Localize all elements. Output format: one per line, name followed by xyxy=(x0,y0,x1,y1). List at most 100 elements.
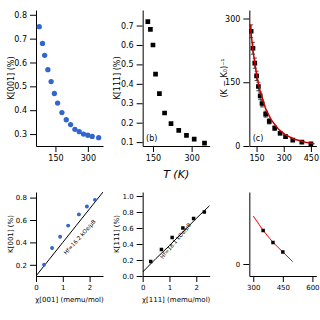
point xyxy=(176,128,181,133)
tick: 300 xyxy=(225,15,249,24)
tick-mark xyxy=(137,142,143,143)
tick-mark xyxy=(30,198,36,199)
point xyxy=(184,133,189,138)
line xyxy=(253,216,292,262)
point xyxy=(96,135,101,140)
tick-mark xyxy=(243,19,249,20)
point xyxy=(50,246,54,250)
tick-label: 450 xyxy=(277,284,290,292)
x-axis: 150 300 xyxy=(37,146,104,163)
line xyxy=(250,25,314,144)
point xyxy=(58,235,62,239)
tick: 150 xyxy=(48,146,63,163)
tick: 150 xyxy=(249,146,264,163)
point xyxy=(202,141,207,146)
point xyxy=(55,100,60,105)
tick-mark xyxy=(137,45,143,46)
point xyxy=(162,111,167,116)
tick-mark xyxy=(30,220,36,221)
tick: 1 xyxy=(168,276,172,292)
y-axis-title: K[001] (%) xyxy=(7,215,15,253)
tick-label: 300 xyxy=(225,15,240,24)
annotation: (b) xyxy=(146,134,157,143)
tick-mark xyxy=(137,64,143,65)
tick-mark xyxy=(311,146,312,152)
point xyxy=(45,67,50,72)
tick: 0.1 xyxy=(121,138,143,147)
tick-mark xyxy=(30,86,36,87)
tick-label: 300 xyxy=(81,154,96,163)
tick-mark xyxy=(257,146,258,152)
tick-mark xyxy=(137,228,143,229)
tick: 0.4 xyxy=(123,241,143,249)
plot-area xyxy=(253,216,292,262)
tick: 0.3 xyxy=(121,99,143,108)
x-axis-title: χ[111] (memu/mol) xyxy=(142,296,211,304)
tick: 0.2 xyxy=(16,262,36,270)
x-axis-title: T (K) xyxy=(163,168,189,181)
tick: 2 xyxy=(195,276,199,292)
panel: 0120.20.40.60.8χ[001] (memu/mol)K[001] (… xyxy=(7,192,104,304)
tick-label: 2 xyxy=(88,284,92,292)
tick-mark xyxy=(137,26,143,27)
panel: 0120.00.20.40.60.81.0χ[111] (memu/mol)K[… xyxy=(113,193,210,305)
point xyxy=(59,110,64,115)
point xyxy=(149,260,152,263)
x-axis: 012 xyxy=(34,276,103,292)
tick-mark xyxy=(90,276,91,282)
tick-label: 0.8 xyxy=(14,11,27,20)
tick-label: 150 xyxy=(146,154,161,163)
axis-line xyxy=(143,193,144,277)
axis-line xyxy=(37,276,104,277)
point xyxy=(157,91,162,96)
tick-label: 0.3 xyxy=(14,130,27,139)
tick-mark xyxy=(153,146,154,152)
panel: 3004506000 xyxy=(236,193,320,292)
tick: 0 xyxy=(235,142,249,151)
x-axis-title: χ[001] (memu/mol) xyxy=(35,296,104,304)
point xyxy=(281,250,284,253)
tick: 0.4 xyxy=(14,106,36,115)
annotation: (c) xyxy=(253,134,264,143)
tick-label: 300 xyxy=(247,284,260,292)
point xyxy=(192,217,195,220)
point xyxy=(66,224,70,228)
tick-label: 0.7 xyxy=(14,35,27,44)
tick: 0.6 xyxy=(121,41,143,50)
tick-label: 0.4 xyxy=(121,80,134,89)
point xyxy=(93,198,97,202)
tick-label: 600 xyxy=(306,284,319,292)
point xyxy=(169,121,174,126)
chart-svg: 1503000.30.40.50.60.70.8K[001] (%)0120.2… xyxy=(0,0,320,320)
point xyxy=(52,91,57,96)
tick: 300 xyxy=(277,146,292,163)
tick: 0 xyxy=(34,276,38,292)
tick-label: 0.1 xyxy=(121,138,134,147)
tick-label: 0 xyxy=(235,142,240,151)
plot-area xyxy=(145,19,206,145)
tick: 150 xyxy=(146,146,161,163)
x-axis: 012 xyxy=(141,276,210,292)
tick: 0.7 xyxy=(14,35,36,44)
tick: 0.2 xyxy=(123,257,143,265)
tick-label: 300 xyxy=(184,154,199,163)
tick-label: 0.5 xyxy=(121,60,134,69)
plot-area xyxy=(36,192,103,276)
line xyxy=(36,192,103,276)
tick: 0.2 xyxy=(121,119,143,128)
point xyxy=(153,72,158,77)
tick-label: 0.6 xyxy=(123,225,135,233)
panel: 1503000.10.20.30.40.50.60.7T (K)K[111] (… xyxy=(113,11,210,182)
x-axis: 300 450 600 xyxy=(247,276,319,292)
tick: 450 xyxy=(304,146,319,163)
y-axis-title: K[001] (%) xyxy=(7,56,16,99)
tick: 450 xyxy=(277,276,290,292)
tick-mark xyxy=(137,103,143,104)
tick-mark xyxy=(196,276,197,282)
tick: 0.5 xyxy=(121,60,143,69)
point xyxy=(85,205,89,209)
tick-mark xyxy=(137,212,143,213)
tick-mark xyxy=(312,276,313,282)
annotation: Hf=18.1 kOe/μB xyxy=(159,222,193,261)
tick-mark xyxy=(283,276,284,282)
